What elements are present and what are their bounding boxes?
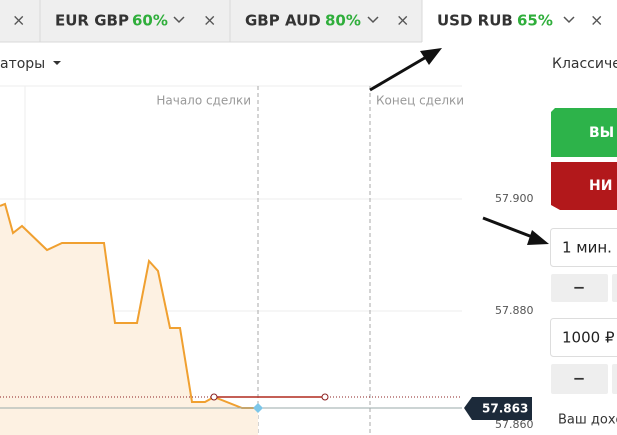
- close-tab[interactable]: ×: [396, 11, 409, 30]
- close-tab[interactable]: ×: [12, 11, 25, 30]
- income-label: Ваш дохо: [558, 413, 617, 428]
- chevron[interactable]: [367, 16, 379, 24]
- price-line: [0, 202, 258, 409]
- arrowhead: [420, 48, 442, 65]
- annotation-arrow: [369, 54, 429, 92]
- close-tab[interactable]: ×: [590, 11, 603, 30]
- minus-label: −: [573, 279, 586, 297]
- end-label: Конец сделки: [376, 94, 464, 108]
- amount-input[interactable]: [550, 318, 617, 357]
- deal-point: [321, 393, 329, 401]
- tab-name[interactable]: EUR GBP: [55, 12, 129, 30]
- amount-value: 1000 ₽: [562, 329, 615, 347]
- duration-value: 1 мин.: [562, 239, 612, 257]
- indicators-menu[interactable]: аторы: [0, 56, 45, 72]
- plus-button[interactable]: [612, 364, 617, 394]
- up-button[interactable]: [551, 108, 617, 157]
- active-tab[interactable]: [422, 0, 617, 43]
- current-price-badge: [464, 397, 532, 420]
- price-label: 57.880: [495, 304, 534, 317]
- down-button-label: НИ: [589, 178, 612, 194]
- minus-button[interactable]: [551, 364, 608, 394]
- minus-label: −: [573, 370, 586, 388]
- mode-selector[interactable]: Классиче: [552, 56, 617, 72]
- current-price: 57.863: [482, 402, 528, 416]
- tab-payout: 60%: [132, 12, 168, 30]
- tab-payout: 65%: [517, 12, 553, 30]
- chevron[interactable]: [173, 16, 185, 24]
- minus-button[interactable]: [551, 274, 608, 302]
- deal-point: [210, 393, 218, 401]
- duration-input[interactable]: [550, 228, 617, 267]
- current-point: [253, 403, 263, 413]
- tab-payout: 80%: [325, 12, 361, 30]
- up-button-label: ВЫ: [589, 125, 614, 141]
- tab-name[interactable]: USD RUB: [437, 12, 513, 30]
- start-label: Начало сделки: [156, 94, 251, 108]
- price-label: 57.900: [495, 192, 534, 205]
- price-label: 57.860: [495, 418, 534, 431]
- tab-name[interactable]: GBP AUD: [245, 12, 321, 30]
- arrowhead: [527, 230, 549, 245]
- chevron[interactable]: [563, 16, 575, 24]
- price-area: [0, 204, 258, 435]
- annotation-arrow: [482, 216, 536, 240]
- plus-button[interactable]: [612, 274, 617, 302]
- dropdown-icon: [53, 61, 61, 65]
- close-tab[interactable]: ×: [203, 11, 216, 30]
- down-button[interactable]: [551, 162, 617, 210]
